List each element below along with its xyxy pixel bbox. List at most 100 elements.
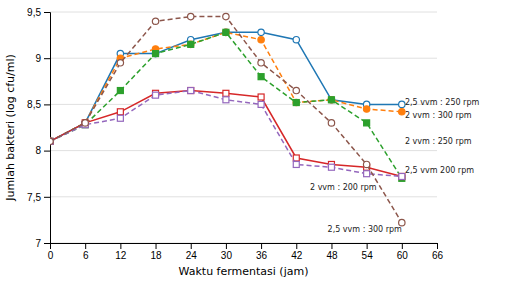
axis-line [44,13,51,244]
tick-mark [402,243,403,249]
annotation: 2,5 vvm : 300 rpm [328,225,402,234]
tick: 18 [150,243,162,261]
marker [223,13,229,19]
tick: 42 [291,243,303,261]
annotation: 2,5 vvm 200 rpm [405,166,474,175]
grid-line [50,58,437,59]
tick-mark [261,243,262,249]
marker [363,161,369,167]
tick-mark [156,243,157,249]
marker [50,138,53,144]
annotation: 2 vvm : 300 rpm [405,111,472,120]
line [50,91,402,177]
tick: 6 [83,243,89,261]
tick-label: 54 [362,250,374,261]
tick: 7 [35,238,50,249]
tick-mark [44,12,50,13]
annotation: 2,5 vvm : 250 rpm [405,98,479,107]
x-axis: 0 6 12 18 24 30 36 42 48 54 60 66 [48,243,444,261]
line [50,32,402,141]
tick-label: 8,5 [27,99,41,110]
marker [188,41,194,47]
marker [399,173,405,179]
plot: 061218243036424854606677,588,599,5Waktu … [4,7,479,278]
marker [399,173,405,179]
annotation: 2 vvm : 250 rpm [405,137,472,146]
tick: 30 [221,243,233,261]
tick-mark [367,243,368,249]
marker [328,97,334,103]
marker [50,138,53,144]
marker [188,88,194,94]
marker [82,120,88,126]
tick: 48 [326,243,338,261]
tick-label: 24 [186,250,198,261]
marker [188,88,194,94]
marker [117,109,123,115]
tick-label: 8 [35,145,41,156]
series [50,29,405,181]
tick-label: 9 [35,53,41,64]
marker [258,94,264,100]
marker [258,74,264,80]
annotation: 2 vvm : 200 rpm [310,183,377,192]
series [50,88,405,180]
tick-label: 0 [48,250,54,261]
tick-mark [44,197,50,198]
tick-mark [331,243,332,249]
grid [50,12,437,243]
marker [82,120,88,126]
line [50,91,402,177]
marker [223,29,229,35]
tick: 12 [115,243,127,261]
marker [152,18,158,24]
tick: 60 [397,243,409,261]
tick: 8,5 [27,99,50,110]
tick-mark [120,243,121,249]
tick: 8 [35,145,50,156]
tick-mark [85,243,86,249]
tick-label: 36 [256,250,268,261]
tick-mark [226,243,227,249]
tick-label: 12 [115,250,127,261]
tick-mark [44,243,50,244]
series [50,88,405,180]
marker [117,88,123,94]
line [50,32,402,178]
tick-label: 66 [432,250,444,261]
tick-mark [437,243,438,249]
tick-label: 7 [35,238,41,249]
marker [328,97,334,103]
marker [152,50,158,56]
tick: 0 [48,243,54,261]
tick: 24 [186,243,198,261]
tick-label: 7,5 [27,192,41,203]
marker [363,106,369,112]
marker [328,97,334,103]
series [50,29,405,144]
marker [258,29,264,35]
tick-mark [191,243,192,249]
marker [223,29,229,35]
marker [364,120,370,126]
tick: 7,5 [27,192,50,203]
line [50,17,402,223]
tick-mark [296,243,297,249]
axis-line [51,244,438,250]
marker [328,120,334,126]
tick: 36 [256,243,268,261]
marker [223,90,229,96]
marker [364,171,370,177]
chart: 061218243036424854606677,588,599,5Waktu … [0,0,521,281]
marker [188,41,194,47]
grid-line [50,196,437,197]
annotations: 2,5 vvm : 250 rpm 2 vvm : 300 rpm 2 vvm : … [310,98,479,234]
marker [153,92,159,98]
marker [258,60,264,66]
tick-label: 9,5 [27,7,41,18]
marker [50,138,53,144]
tick-label: 42 [291,250,303,261]
grid-line [50,12,437,13]
tick-label: 48 [326,250,338,261]
marker [50,138,53,144]
